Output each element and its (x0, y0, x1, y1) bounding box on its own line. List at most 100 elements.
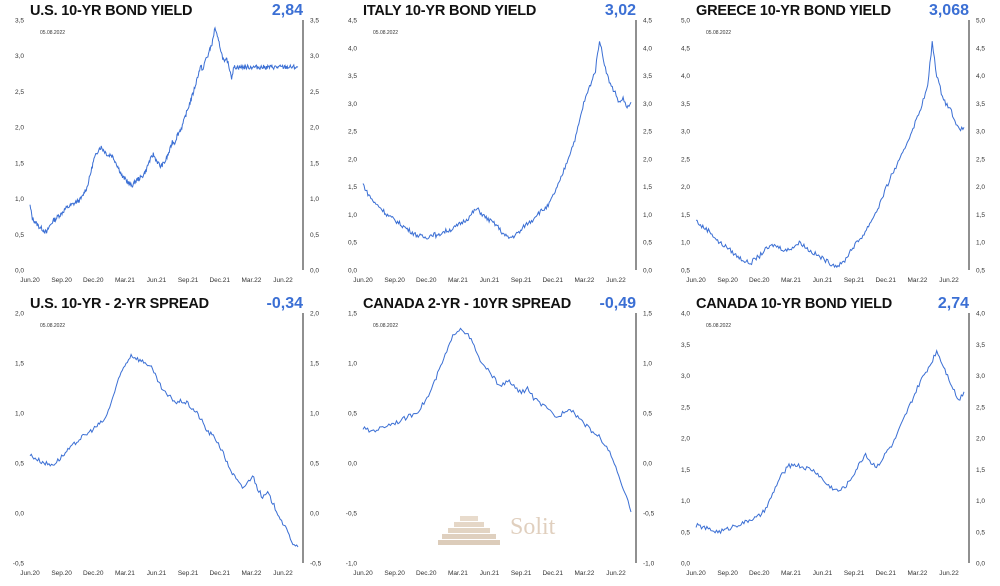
x-tick: Dec.21 (875, 570, 896, 577)
y-tick-left: 4,5 (681, 45, 690, 52)
chart-svg: -1,0 -1,0 -0,5 -0,5 0,0 0,0 0,5 0,5 1,0 1,0 1,5 1,5… (346, 311, 655, 578)
y-tick-right: 0,5 (976, 529, 985, 536)
y-tick-right: 3,5 (643, 73, 652, 80)
chart-title: U.S. 10-YR BOND YIELD (30, 3, 193, 19)
y-tick-right: 3,0 (976, 129, 985, 136)
x-tick: Sep.21 (511, 570, 532, 577)
solit-logo: Solit (438, 510, 578, 550)
latest-value: -0,49 (599, 295, 636, 312)
y-tick-right: 1,0 (976, 240, 985, 247)
y-tick-right: 1,5 (976, 212, 985, 219)
x-tick: Sep.20 (717, 277, 738, 284)
logo-text: Solit (510, 514, 556, 540)
x-tick: Dec.21 (542, 277, 563, 284)
chart-panel: 0,0 0,0 0,5 0,5 1,0 1,0 1,5 1,5 2,0 2,0 2,5 2,5 3,0 3… (666, 293, 999, 586)
chart-panel: -1,0 -1,0 -0,5 -0,5 0,0 0,0 0,5 0,5 1,0 1,0 1,5 1,5… (333, 293, 666, 586)
x-tick: Jun.20 (686, 570, 706, 577)
latest-value: 2,84 (271, 2, 303, 19)
x-tick: Dec.20 (416, 570, 437, 577)
x-tick: Jun.21 (813, 570, 833, 577)
series-line (695, 41, 965, 269)
y-tick-right: 2,5 (310, 89, 319, 96)
y-tick-left: 2,0 (15, 125, 24, 132)
x-tick: Jun.22 (273, 277, 293, 284)
x-tick: Jun.21 (813, 277, 833, 284)
x-tick: Mar.21 (115, 277, 135, 284)
x-tick: Sep.20 (717, 570, 738, 577)
y-tick-left: 2,0 (681, 184, 690, 191)
y-tick-right: 3,0 (643, 101, 652, 108)
x-tick: Sep.20 (51, 277, 72, 284)
y-tick-right: 2,5 (643, 129, 652, 136)
y-tick-right: 0,5 (643, 240, 652, 247)
chart-svg: 0,0 0,0 0,5 0,5 1,0 1,0 1,5 1,5 2,0 2,0 2,5 2,5 3,0 3… (15, 18, 319, 285)
x-tick: Jun.20 (353, 570, 373, 577)
x-tick: Sep.21 (178, 277, 199, 284)
y-tick-right: 2,0 (643, 156, 652, 163)
y-tick-right: 4,5 (643, 18, 652, 25)
y-tick-left: 1,0 (348, 212, 357, 219)
y-tick-right: 0,5 (643, 411, 652, 418)
y-tick-right: -0,5 (643, 511, 655, 518)
y-tick-left: 2,0 (348, 156, 357, 163)
y-tick-left: 0,0 (681, 561, 690, 568)
x-tick: Dec.20 (749, 570, 770, 577)
x-tick: Jun.21 (480, 277, 500, 284)
y-tick-right: 3,5 (976, 101, 985, 108)
chart-title: CANADA 2-YR - 10YR SPREAD (363, 296, 571, 312)
y-tick-right: 0,0 (643, 461, 652, 468)
y-tick-left: 3,5 (681, 101, 690, 108)
x-tick: Dec.20 (83, 570, 104, 577)
y-tick-right: 2,5 (976, 156, 985, 163)
chart-panel: 0,0 0,0 0,5 0,5 1,0 1,0 1,5 1,5 2,0 2,0 2,5 2,5 3,0 3… (0, 0, 333, 293)
chart-date: 05.08.2022 (373, 323, 399, 329)
y-tick-left: -0,5 (346, 511, 358, 518)
x-tick: Jun.22 (939, 570, 959, 577)
x-tick: Jun.22 (606, 277, 626, 284)
y-tick-left: 2,5 (681, 156, 690, 163)
x-tick: Jun.20 (20, 570, 40, 577)
x-tick: Dec.20 (83, 277, 104, 284)
y-tick-right: -0,5 (310, 561, 322, 568)
y-tick-right: 5,0 (976, 18, 985, 25)
x-tick: Sep.21 (511, 277, 532, 284)
x-tick: Dec.21 (875, 277, 896, 284)
x-tick: Mar.22 (907, 277, 927, 284)
y-tick-right: 0,0 (643, 268, 652, 275)
y-tick-right: 4,0 (643, 45, 652, 52)
y-tick-left: 0,5 (348, 411, 357, 418)
y-tick-left: 0,5 (681, 529, 690, 536)
y-tick-left: 1,5 (348, 311, 357, 318)
y-tick-right: 0,0 (976, 561, 985, 568)
y-tick-right: 1,0 (310, 411, 319, 418)
chart-date: 05.08.2022 (40, 30, 66, 36)
x-tick: Jun.20 (353, 277, 373, 284)
x-tick: Jun.20 (686, 277, 706, 284)
y-tick-left: -1,0 (346, 561, 358, 568)
y-tick-right: 0,0 (310, 268, 319, 275)
y-tick-right: 4,5 (976, 45, 985, 52)
y-tick-left: 0,0 (348, 268, 357, 275)
series-line (362, 327, 632, 513)
y-tick-left: 0,5 (681, 268, 690, 275)
y-tick-left: 2,5 (681, 404, 690, 411)
y-tick-left: 3,5 (348, 73, 357, 80)
x-tick: Mar.21 (448, 570, 468, 577)
x-tick: Sep.21 (844, 570, 865, 577)
chart-svg: 0,5 0,5 1,0 1,0 1,5 1,5 2,0 2,0 2,5 2,5 3,0 3,0 3,5 3… (681, 18, 985, 285)
chart-svg: -0,5 -0,5 0,0 0,0 0,5 0,5 1,0 1,0 1,5 1,5 2,0 2,0 Ju… (13, 311, 322, 578)
y-tick-left: 4,0 (348, 45, 357, 52)
y-tick-left: 3,0 (681, 373, 690, 380)
y-tick-left: 4,5 (348, 18, 357, 25)
y-tick-right: 2,0 (976, 184, 985, 191)
y-tick-left: 1,0 (681, 240, 690, 247)
y-tick-left: 2,5 (15, 89, 24, 96)
y-tick-right: 0,5 (310, 461, 319, 468)
y-tick-right: 2,0 (976, 436, 985, 443)
series-line (29, 353, 299, 548)
series-line (695, 349, 965, 535)
y-tick-left: 2,5 (348, 129, 357, 136)
y-tick-right: 3,5 (310, 18, 319, 25)
series-line (362, 41, 632, 240)
x-tick: Sep.20 (384, 277, 405, 284)
